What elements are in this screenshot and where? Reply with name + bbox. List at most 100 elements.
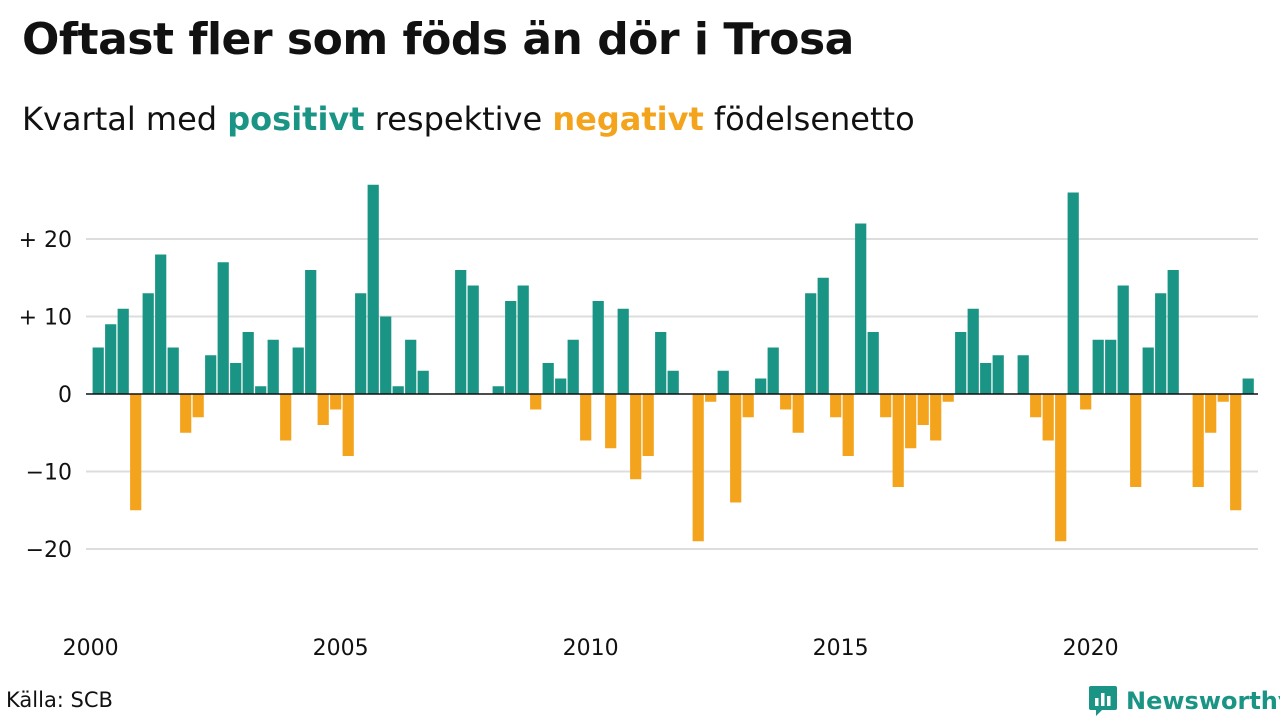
bars xyxy=(92,184,1254,542)
bar xyxy=(1155,293,1167,394)
bar xyxy=(467,285,479,394)
bar xyxy=(142,293,154,394)
x-axis-ticks: 2000 2005 2010 2015 2020 xyxy=(63,636,1119,661)
bar xyxy=(267,339,279,394)
y-tick-label: −10 xyxy=(26,461,72,486)
bar xyxy=(1092,339,1104,394)
bar xyxy=(342,394,354,456)
bar xyxy=(130,394,142,511)
bar xyxy=(642,394,654,456)
bar xyxy=(780,394,792,410)
bar xyxy=(1055,394,1067,542)
bar xyxy=(1117,285,1129,394)
bar xyxy=(255,386,267,394)
bar xyxy=(330,394,342,410)
x-tick-label: 2010 xyxy=(563,636,619,661)
subtitle-text-mid: respektive xyxy=(364,100,553,138)
bar xyxy=(805,293,817,394)
bar xyxy=(217,262,229,394)
bar xyxy=(305,270,317,394)
bar xyxy=(1017,355,1029,394)
bar xyxy=(892,394,904,487)
bar xyxy=(230,363,242,394)
bar xyxy=(205,355,217,394)
newsworthy-logo-icon xyxy=(1089,686,1117,716)
bar xyxy=(1130,394,1142,487)
chart-subtitle: Kvartal med positivt respektive negativt… xyxy=(22,100,915,138)
bar xyxy=(392,386,404,394)
bar xyxy=(605,394,617,449)
bar xyxy=(292,347,304,394)
x-tick-label: 2005 xyxy=(313,636,369,661)
subtitle-negative-label: negativt xyxy=(552,100,704,138)
bar xyxy=(117,308,129,394)
bar xyxy=(105,324,117,394)
y-tick-label: + 10 xyxy=(19,306,72,331)
bar xyxy=(755,378,767,394)
bar xyxy=(1030,394,1042,418)
bar xyxy=(542,363,554,394)
bar xyxy=(580,394,592,441)
chart-title: Oftast fler som föds än dör i Trosa xyxy=(22,14,854,65)
bar xyxy=(380,316,392,394)
bar xyxy=(717,370,729,394)
bar xyxy=(317,394,329,425)
bar xyxy=(1217,394,1229,402)
bar xyxy=(1142,347,1154,394)
bar xyxy=(767,347,779,394)
bar xyxy=(917,394,929,425)
bar xyxy=(692,394,704,542)
y-axis-ticks: + 20 + 10 0 −10 −20 xyxy=(19,228,72,563)
bar xyxy=(792,394,804,433)
bar xyxy=(1105,339,1117,394)
bar xyxy=(167,347,179,394)
bar xyxy=(630,394,642,480)
bar xyxy=(1230,394,1242,511)
bar xyxy=(592,301,604,394)
bar xyxy=(505,301,517,394)
bar xyxy=(1205,394,1217,433)
bar xyxy=(155,254,167,394)
bar xyxy=(980,363,992,394)
bar xyxy=(867,332,879,394)
bar xyxy=(1042,394,1054,441)
bar xyxy=(955,332,967,394)
bar xyxy=(492,386,504,394)
bar xyxy=(1192,394,1204,487)
bar xyxy=(905,394,917,449)
subtitle-positive-label: positivt xyxy=(227,100,365,138)
bar xyxy=(1167,270,1179,394)
bar xyxy=(730,394,742,503)
bar xyxy=(555,378,567,394)
x-tick-label: 2015 xyxy=(813,636,869,661)
bar xyxy=(992,355,1004,394)
bar xyxy=(655,332,667,394)
bar xyxy=(92,347,104,394)
bar xyxy=(1067,192,1079,394)
bar xyxy=(617,308,629,394)
subtitle-text-pre: Kvartal med xyxy=(22,100,228,138)
bar xyxy=(817,277,829,394)
bar xyxy=(667,370,679,394)
x-tick-label: 2000 xyxy=(63,636,119,661)
bar xyxy=(830,394,842,418)
bar xyxy=(192,394,204,418)
x-tick-label: 2020 xyxy=(1063,636,1119,661)
bar xyxy=(455,270,467,394)
gridlines xyxy=(86,238,1258,550)
y-tick-label: 0 xyxy=(58,383,72,408)
bar xyxy=(367,184,379,394)
subtitle-text-post: födelsenetto xyxy=(703,100,915,138)
y-tick-label: + 20 xyxy=(19,228,72,253)
brand-logo: Newsworthy xyxy=(1088,684,1280,718)
bar xyxy=(417,370,429,394)
bar xyxy=(855,223,867,394)
bar xyxy=(405,339,417,394)
bar xyxy=(530,394,542,410)
bar xyxy=(942,394,954,402)
bar xyxy=(180,394,192,433)
source-note: Källa: SCB xyxy=(6,688,113,712)
bar xyxy=(1080,394,1092,410)
brand-name: Newsworthy xyxy=(1126,687,1280,715)
bar xyxy=(355,293,367,394)
